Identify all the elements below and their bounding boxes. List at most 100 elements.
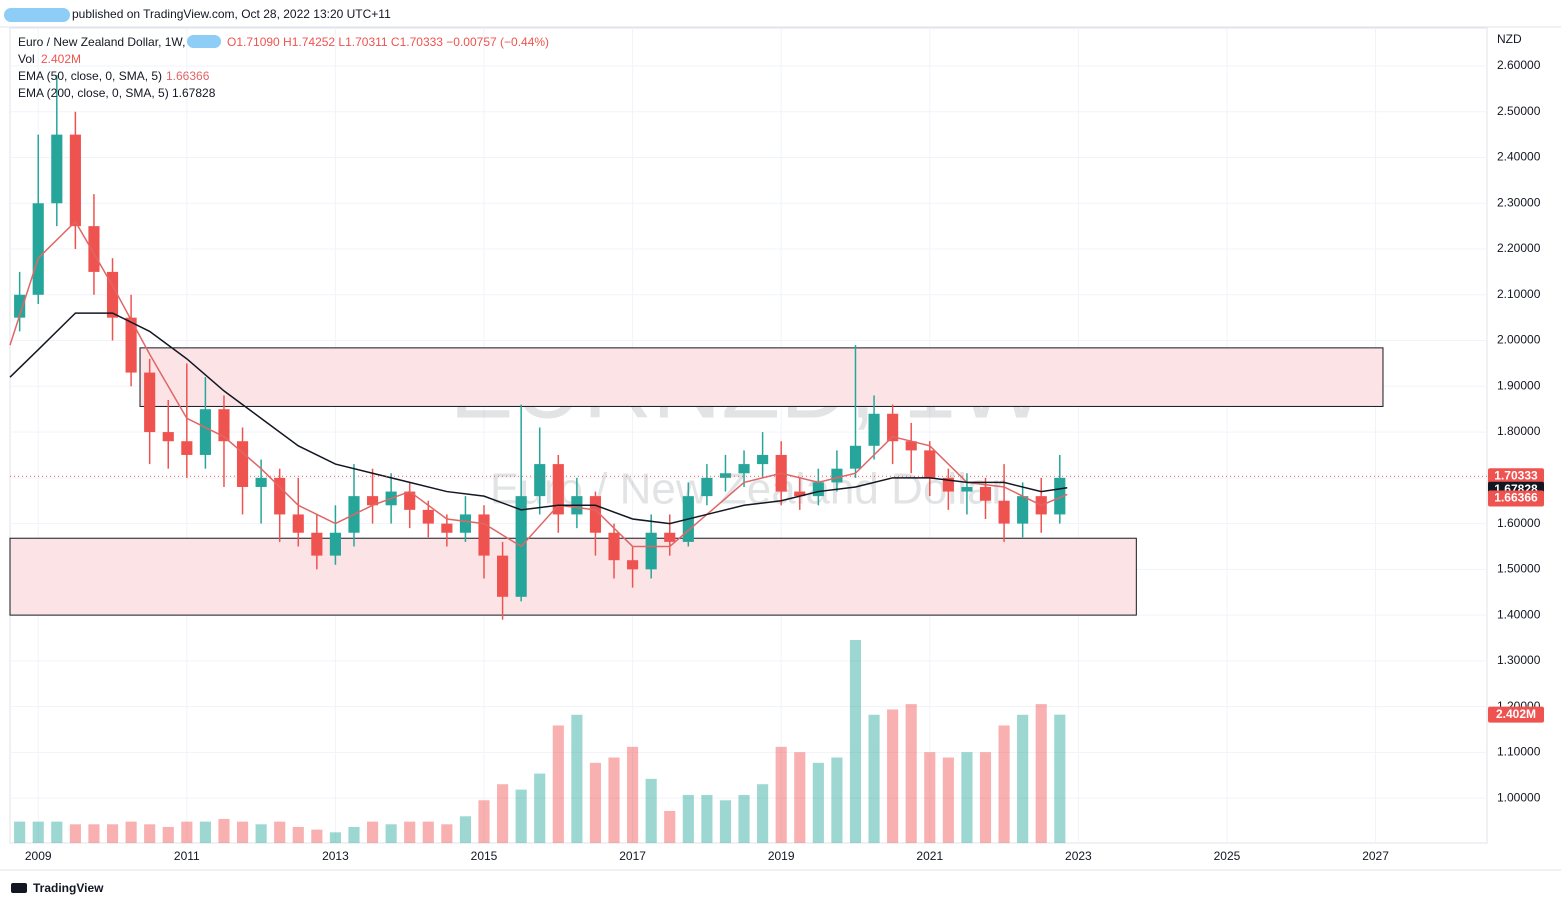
- candle-body: [757, 454, 769, 465]
- price-badge: [1488, 468, 1544, 485]
- volume-bar: [664, 810, 676, 843]
- x-tick-label: 2027: [1362, 849, 1389, 863]
- volume-bar: [199, 821, 211, 843]
- price-badge: [1488, 490, 1544, 507]
- candle-body: [88, 226, 100, 272]
- tv-logo: [11, 883, 27, 893]
- candle-body: [1054, 477, 1066, 515]
- volume-bar: [831, 757, 843, 843]
- volume-bar: [534, 773, 546, 843]
- volume-bar: [329, 832, 341, 843]
- y-tick-label: 2.40000: [1497, 150, 1541, 164]
- candle-body: [664, 532, 676, 542]
- volume-bar: [682, 794, 694, 843]
- price-badge-label: 2.402M: [1496, 707, 1536, 721]
- volume-bar: [478, 800, 490, 843]
- price-badge: [1488, 706, 1544, 723]
- volume-bar: [627, 746, 639, 843]
- volume-bar: [348, 826, 360, 843]
- ema200-value: 1.67828: [172, 86, 216, 100]
- candle-body: [849, 445, 862, 469]
- volume-bar: [701, 794, 713, 843]
- candle-body: [69, 134, 81, 227]
- candle-body: [868, 413, 880, 446]
- candle-body: [236, 441, 249, 487]
- y-tick-label: 2.00000: [1497, 333, 1541, 347]
- volume-bar: [1035, 704, 1047, 843]
- volume-bar: [719, 800, 732, 843]
- volume-bar: [459, 816, 472, 843]
- candle-body: [311, 532, 323, 556]
- candle-body: [478, 514, 490, 556]
- volume-bar: [887, 709, 899, 843]
- volume-bar: [552, 725, 564, 843]
- currency-label: NZD: [1497, 32, 1522, 46]
- volume-value: 2.402M: [41, 52, 82, 66]
- y-tick-label: 1.50000: [1497, 562, 1541, 576]
- candle-body: [497, 555, 509, 597]
- ema-line: [9, 220, 1068, 548]
- candle-body: [162, 432, 174, 442]
- price-badge-label: 1.70333: [1494, 468, 1538, 482]
- candle-body: [979, 486, 992, 501]
- candle-body: [924, 450, 936, 478]
- candle-body: [701, 477, 713, 497]
- published-note: published on TradingView.com, Oct 28, 20…: [72, 7, 391, 21]
- zone: [139, 347, 1384, 407]
- candle-body: [144, 372, 156, 433]
- redacted-user: [4, 8, 70, 22]
- volume-bar: [274, 821, 286, 843]
- candle-body: [645, 532, 657, 570]
- volume-bar: [905, 704, 917, 843]
- candle-body: [794, 491, 806, 497]
- y-tick-label: 1.80000: [1497, 424, 1541, 438]
- volume-bar: [1017, 714, 1029, 843]
- volume-bar: [255, 824, 267, 843]
- volume-bar: [106, 824, 119, 843]
- candle-body: [719, 473, 732, 478]
- volume-bar: [218, 818, 230, 843]
- candle-body: [218, 409, 230, 442]
- volume-bar: [32, 821, 44, 843]
- x-tick-label: 2011: [174, 849, 200, 863]
- volume-bar: [571, 714, 583, 843]
- candle-body: [51, 134, 63, 204]
- volume-bar: [757, 784, 769, 843]
- y-tick-label: 2.10000: [1497, 287, 1541, 301]
- y-tick-label: 1.60000: [1497, 516, 1541, 530]
- volume-bar: [775, 746, 787, 843]
- x-tick-label: 2019: [768, 849, 795, 863]
- volume-bar: [738, 794, 750, 843]
- price-badge-label: 1.66366: [1494, 491, 1538, 505]
- volume-bar: [236, 821, 249, 843]
- x-tick-label: 2017: [619, 849, 646, 863]
- ohlc-values: O1.71090 H1.74252 L1.70311 C1.70333 −0.0…: [227, 35, 550, 49]
- volume-bar: [812, 762, 824, 843]
- volume-label: Vol: [18, 52, 35, 66]
- volume-bar: [1054, 714, 1066, 843]
- candle-body: [1017, 496, 1029, 524]
- y-tick-label: 1.90000: [1497, 378, 1541, 392]
- candle-body: [552, 464, 564, 515]
- volume-bar: [69, 824, 81, 843]
- volume-bar: [979, 752, 992, 843]
- y-tick-label: 1.40000: [1497, 607, 1541, 621]
- candle-body: [366, 496, 379, 506]
- candle-body: [329, 532, 341, 556]
- volume-bar: [924, 752, 936, 843]
- footer-brand: TradingView: [33, 881, 104, 895]
- candle-body: [422, 509, 434, 524]
- ema-line: [9, 312, 1068, 525]
- volume-bar: [366, 821, 379, 843]
- candle-body: [106, 271, 119, 318]
- candle-body: [274, 477, 286, 515]
- ema200-label: EMA (200, close, 0, SMA, 5): [18, 86, 169, 100]
- volume-bar: [868, 714, 880, 843]
- candle-body: [942, 477, 954, 492]
- volume-bar: [645, 778, 657, 843]
- volume-bar: [961, 752, 973, 843]
- volume-bar: [88, 824, 100, 843]
- candle-body: [441, 523, 453, 533]
